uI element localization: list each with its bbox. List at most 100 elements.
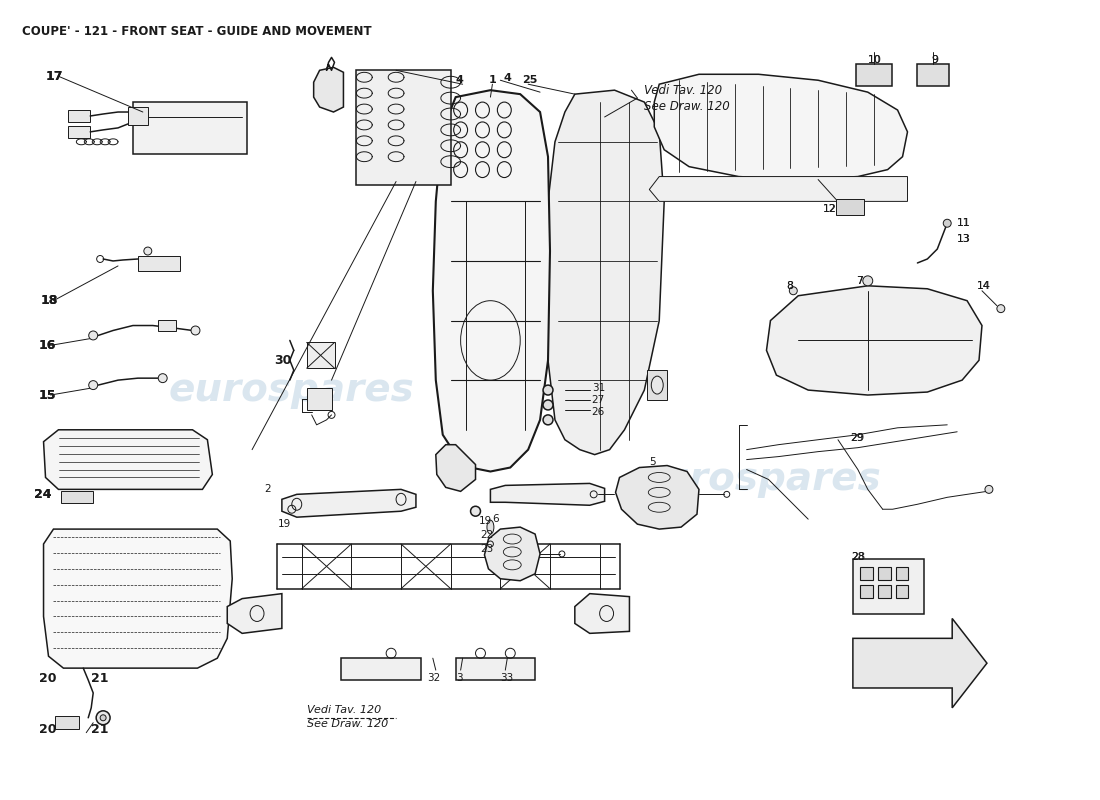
Ellipse shape bbox=[651, 376, 663, 394]
Ellipse shape bbox=[89, 381, 98, 390]
Polygon shape bbox=[282, 490, 416, 517]
Bar bbox=[68, 126, 90, 138]
Text: 30: 30 bbox=[274, 354, 292, 366]
Text: 5: 5 bbox=[649, 457, 656, 466]
Text: 28: 28 bbox=[851, 552, 865, 562]
Ellipse shape bbox=[984, 486, 993, 494]
Ellipse shape bbox=[191, 326, 200, 335]
Text: 8: 8 bbox=[786, 281, 793, 290]
Ellipse shape bbox=[543, 400, 553, 410]
Text: 32: 32 bbox=[427, 673, 440, 683]
Bar bbox=[307, 388, 331, 410]
Polygon shape bbox=[767, 286, 982, 395]
Polygon shape bbox=[491, 483, 605, 506]
Text: 9: 9 bbox=[932, 55, 938, 66]
Text: 9: 9 bbox=[932, 55, 938, 66]
Text: 8: 8 bbox=[786, 281, 793, 290]
Text: See Draw. 120: See Draw. 120 bbox=[307, 718, 388, 729]
Text: 1: 1 bbox=[488, 75, 496, 86]
Text: 11: 11 bbox=[957, 218, 970, 228]
Text: 21: 21 bbox=[91, 671, 109, 685]
Bar bbox=[878, 585, 891, 598]
Text: 3: 3 bbox=[455, 673, 462, 683]
Bar bbox=[133, 102, 248, 154]
Polygon shape bbox=[44, 430, 212, 490]
Text: 10: 10 bbox=[868, 55, 882, 66]
Ellipse shape bbox=[543, 415, 553, 425]
Polygon shape bbox=[44, 529, 232, 668]
Text: 18: 18 bbox=[41, 294, 58, 307]
Bar bbox=[128, 107, 147, 125]
Text: 21: 21 bbox=[91, 723, 109, 736]
Text: 17: 17 bbox=[45, 70, 63, 82]
Ellipse shape bbox=[471, 506, 481, 516]
Ellipse shape bbox=[89, 331, 98, 340]
Text: 13: 13 bbox=[957, 234, 971, 244]
Text: 28: 28 bbox=[851, 552, 865, 562]
Text: 18: 18 bbox=[41, 294, 58, 307]
Bar bbox=[68, 110, 90, 122]
Bar bbox=[860, 585, 872, 598]
Polygon shape bbox=[432, 90, 550, 471]
Bar bbox=[836, 199, 864, 215]
Ellipse shape bbox=[944, 219, 952, 227]
Text: 12: 12 bbox=[823, 204, 837, 214]
Text: 7: 7 bbox=[856, 276, 862, 286]
Text: 15: 15 bbox=[39, 389, 56, 402]
Text: 27: 27 bbox=[592, 395, 605, 405]
Text: Vedi Tav. 120: Vedi Tav. 120 bbox=[645, 84, 723, 97]
Bar bbox=[341, 658, 421, 680]
Ellipse shape bbox=[862, 276, 872, 286]
Text: 10: 10 bbox=[868, 55, 881, 66]
Text: 19: 19 bbox=[478, 516, 492, 526]
Bar bbox=[647, 370, 668, 400]
Text: 7: 7 bbox=[856, 276, 864, 286]
Bar bbox=[138, 256, 179, 271]
Text: 2: 2 bbox=[264, 484, 271, 494]
Text: See Draw. 120: See Draw. 120 bbox=[645, 99, 730, 113]
Ellipse shape bbox=[158, 374, 167, 382]
Text: 11: 11 bbox=[957, 218, 971, 228]
Text: 15: 15 bbox=[39, 389, 56, 402]
Text: 29: 29 bbox=[850, 433, 864, 442]
Bar bbox=[157, 319, 176, 331]
Ellipse shape bbox=[487, 520, 494, 534]
Text: 16: 16 bbox=[39, 339, 56, 352]
Ellipse shape bbox=[997, 305, 1004, 313]
Text: 16: 16 bbox=[39, 339, 56, 352]
Text: 24: 24 bbox=[34, 488, 51, 501]
Text: 14: 14 bbox=[977, 281, 991, 290]
Polygon shape bbox=[436, 445, 475, 491]
Polygon shape bbox=[649, 177, 908, 202]
Polygon shape bbox=[314, 67, 343, 112]
Bar bbox=[55, 716, 79, 729]
Text: 26: 26 bbox=[592, 407, 605, 417]
Ellipse shape bbox=[144, 247, 152, 255]
Polygon shape bbox=[575, 594, 629, 634]
Bar bbox=[895, 585, 909, 598]
Ellipse shape bbox=[790, 286, 798, 294]
Text: 23: 23 bbox=[481, 544, 494, 554]
Bar bbox=[455, 658, 535, 680]
Text: eurospares: eurospares bbox=[169, 371, 415, 409]
Text: Vedi Tav. 120: Vedi Tav. 120 bbox=[307, 705, 381, 715]
Text: 22: 22 bbox=[481, 530, 494, 540]
Bar bbox=[356, 70, 451, 185]
Text: 4: 4 bbox=[455, 75, 463, 86]
Polygon shape bbox=[484, 527, 540, 581]
Bar bbox=[856, 64, 892, 86]
Text: 13: 13 bbox=[957, 234, 970, 244]
Ellipse shape bbox=[100, 714, 106, 721]
Text: 14: 14 bbox=[977, 281, 990, 290]
Polygon shape bbox=[616, 466, 699, 529]
Polygon shape bbox=[852, 618, 987, 708]
Text: 25: 25 bbox=[522, 75, 538, 86]
Text: COUPE' - 121 - FRONT SEAT - GUIDE AND MOVEMENT: COUPE' - 121 - FRONT SEAT - GUIDE AND MO… bbox=[22, 25, 372, 38]
Text: 6: 6 bbox=[493, 514, 499, 524]
Bar bbox=[62, 491, 94, 503]
Text: 17: 17 bbox=[45, 70, 63, 82]
Polygon shape bbox=[544, 90, 664, 454]
Bar bbox=[307, 342, 334, 368]
Bar bbox=[917, 64, 949, 86]
Bar bbox=[895, 567, 909, 580]
